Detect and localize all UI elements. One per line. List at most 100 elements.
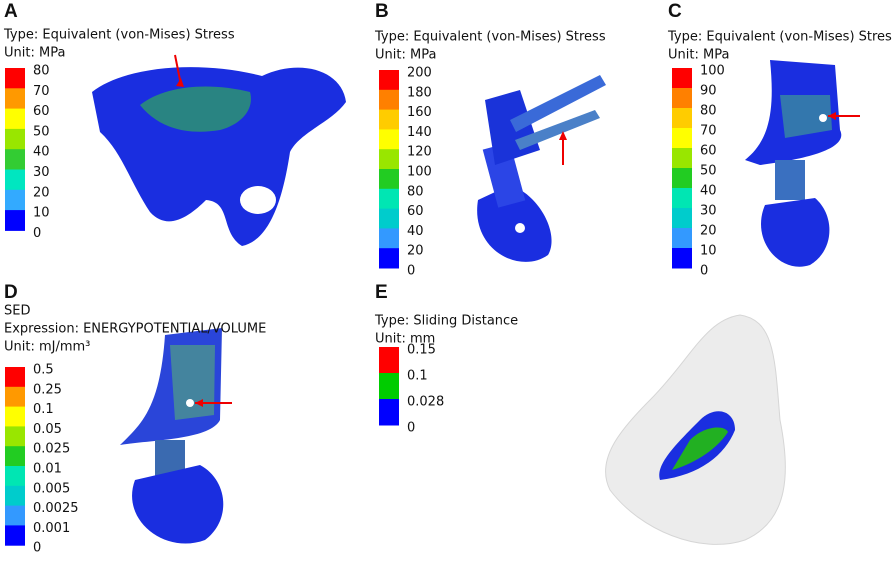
legend-swatch bbox=[379, 129, 399, 150]
legend-swatch bbox=[672, 188, 692, 209]
legend-swatch bbox=[379, 208, 399, 229]
legend-label: 200 bbox=[407, 66, 432, 81]
legend-label: 10 bbox=[700, 244, 717, 259]
legend-caption: Unit: mm bbox=[375, 332, 435, 347]
legend-swatch bbox=[672, 88, 692, 109]
legend-swatch bbox=[5, 406, 25, 427]
legend-swatch bbox=[672, 108, 692, 129]
legend-swatch bbox=[379, 248, 399, 269]
legend-caption: Unit: mJ/mm³ bbox=[4, 340, 90, 355]
legend-swatch bbox=[379, 228, 399, 249]
legend-swatch bbox=[379, 89, 399, 111]
legend-label: 0.25 bbox=[33, 382, 62, 397]
legend-label: 10 bbox=[33, 206, 50, 221]
legend-swatch bbox=[5, 189, 25, 211]
legend-label: 180 bbox=[407, 85, 432, 100]
legend-swatch bbox=[5, 149, 25, 170]
legend-label: 60 bbox=[33, 104, 50, 119]
legend-swatch bbox=[5, 88, 25, 110]
panel-letter: B bbox=[375, 1, 389, 22]
legend-label: 0.15 bbox=[407, 343, 436, 358]
legend-label: 140 bbox=[407, 125, 432, 140]
pelvis-model bbox=[92, 54, 346, 246]
legend-swatch bbox=[5, 367, 25, 388]
panel-letter: D bbox=[4, 282, 18, 303]
legend-swatch bbox=[379, 399, 399, 426]
legend-label: 80 bbox=[33, 64, 50, 79]
legend-swatch bbox=[672, 68, 692, 89]
legend-label: 0 bbox=[407, 421, 415, 436]
legend-label: 80 bbox=[407, 184, 424, 199]
legend-label: 0.005 bbox=[33, 481, 70, 496]
legend-swatch bbox=[672, 208, 692, 229]
legend-label: 0.1 bbox=[33, 402, 54, 417]
legend-label: 0.01 bbox=[33, 462, 62, 477]
legend-label: 30 bbox=[33, 165, 50, 180]
legend-swatch bbox=[672, 148, 692, 169]
legend-label: 100 bbox=[700, 64, 725, 79]
legend-swatch bbox=[5, 128, 25, 150]
panel-letter: E bbox=[375, 282, 388, 303]
legend-swatch bbox=[5, 525, 25, 546]
bone-model-e bbox=[605, 314, 786, 545]
legend-swatch bbox=[5, 466, 25, 487]
legend-label: 80 bbox=[700, 104, 717, 119]
legend-caption: Type: Equivalent (von-Mises) Stress bbox=[374, 30, 606, 45]
implant-model-b bbox=[477, 75, 606, 262]
panel-letter: A bbox=[4, 1, 18, 22]
legend-label: 60 bbox=[700, 144, 717, 159]
legend-label: 20 bbox=[407, 244, 424, 259]
legend-swatch bbox=[379, 109, 399, 130]
legend-swatch bbox=[672, 128, 692, 149]
legend-label: 50 bbox=[700, 164, 717, 179]
legend-label: 90 bbox=[700, 84, 717, 99]
legend-caption: Type: Equivalent (von-Mises) Stress bbox=[3, 28, 235, 43]
legend-label: 0 bbox=[407, 264, 415, 279]
legend-label: 20 bbox=[33, 185, 50, 200]
legend-label: 70 bbox=[700, 124, 717, 139]
legend-caption: Type: Sliding Distance bbox=[374, 314, 518, 329]
legend-label: 0.5 bbox=[33, 363, 54, 378]
legend-swatch bbox=[5, 68, 25, 89]
legend-label: 0.1 bbox=[407, 369, 428, 384]
legend-swatch bbox=[379, 373, 399, 400]
legend-swatch bbox=[5, 108, 25, 130]
legend-label: 40 bbox=[700, 184, 717, 199]
legend-label: 0.0025 bbox=[33, 501, 79, 516]
legend-label: 30 bbox=[700, 204, 717, 219]
legend-label: 60 bbox=[407, 204, 424, 219]
legend-caption: Unit: MPa bbox=[4, 46, 65, 61]
legend-label: 0 bbox=[33, 226, 41, 241]
legend-label: 40 bbox=[407, 224, 424, 239]
legend-swatch bbox=[672, 168, 692, 189]
legend-label: 0.028 bbox=[407, 395, 444, 410]
legend-label: 100 bbox=[407, 165, 432, 180]
legend-swatch bbox=[5, 426, 25, 447]
legend-label: 0 bbox=[33, 541, 41, 556]
legend-swatch bbox=[379, 347, 399, 374]
legend-swatch bbox=[379, 169, 399, 190]
legend-caption: Unit: MPa bbox=[668, 48, 729, 63]
implant-model-c bbox=[745, 60, 860, 267]
legend-label: 20 bbox=[700, 224, 717, 239]
legend-caption: SED bbox=[4, 304, 30, 319]
legend-label: 120 bbox=[407, 145, 432, 160]
legend-label: 70 bbox=[33, 84, 50, 99]
legend-swatch bbox=[672, 248, 692, 269]
legend-label: 0.05 bbox=[33, 422, 62, 437]
panel-letter: C bbox=[668, 1, 682, 22]
legend-label: 0.001 bbox=[33, 521, 70, 536]
legend-swatch bbox=[379, 149, 399, 170]
legend-label: 0 bbox=[700, 264, 708, 279]
legend-swatch bbox=[5, 485, 25, 507]
legend-swatch bbox=[672, 228, 692, 249]
legend-swatch bbox=[379, 70, 399, 91]
legend-swatch bbox=[5, 169, 25, 191]
legend-swatch bbox=[5, 210, 25, 231]
legend-swatch bbox=[5, 505, 25, 526]
legend-label: 40 bbox=[33, 145, 50, 160]
implant-model-d bbox=[120, 328, 232, 544]
legend-label: 0.025 bbox=[33, 442, 70, 457]
legend-swatch bbox=[5, 386, 25, 408]
